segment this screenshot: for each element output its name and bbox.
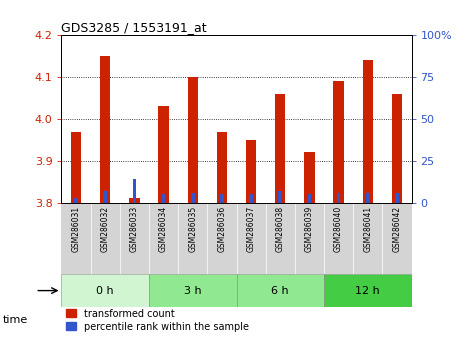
Bar [191, 193, 195, 202]
Text: GSM286037: GSM286037 [246, 206, 255, 252]
Text: GSM286040: GSM286040 [334, 206, 343, 252]
Text: 0 h: 0 h [96, 286, 114, 296]
Bar [129, 198, 140, 202]
Bar [162, 194, 166, 202]
Bar [324, 274, 412, 307]
Bar [71, 131, 81, 202]
Text: 12 h: 12 h [355, 286, 380, 296]
Bar [149, 274, 236, 307]
Text: time: time [2, 315, 27, 325]
Legend: transformed count, percentile rank within the sample: transformed count, percentile rank withi… [66, 309, 249, 331]
Text: GDS3285 / 1553191_at: GDS3285 / 1553191_at [61, 21, 207, 34]
Text: GSM286031: GSM286031 [71, 206, 80, 252]
Bar [363, 61, 373, 202]
Bar [246, 140, 256, 202]
Text: GSM286033: GSM286033 [130, 206, 139, 252]
Text: GSM286034: GSM286034 [159, 206, 168, 252]
Bar [392, 94, 402, 202]
Bar [61, 274, 149, 307]
Text: 6 h: 6 h [272, 286, 289, 296]
Bar [103, 191, 107, 202]
Bar [74, 198, 78, 202]
Bar [217, 131, 227, 202]
Bar [220, 194, 224, 202]
Bar [333, 81, 344, 202]
Bar [132, 179, 136, 202]
Bar [188, 77, 198, 202]
Text: GSM286035: GSM286035 [188, 206, 197, 252]
Text: GSM286038: GSM286038 [276, 206, 285, 252]
Bar [366, 193, 370, 202]
Text: 3 h: 3 h [184, 286, 201, 296]
Bar [275, 94, 285, 202]
Bar [304, 153, 315, 202]
Bar [236, 274, 324, 307]
Bar [307, 194, 311, 202]
Text: GSM286032: GSM286032 [101, 206, 110, 252]
Text: GSM286036: GSM286036 [218, 206, 227, 252]
Text: GSM286041: GSM286041 [363, 206, 372, 252]
Bar [100, 56, 110, 202]
Bar [158, 107, 169, 202]
Bar [249, 194, 253, 202]
Bar [395, 193, 399, 202]
Bar [278, 191, 282, 202]
Text: GSM286039: GSM286039 [305, 206, 314, 252]
Text: GSM286042: GSM286042 [393, 206, 402, 252]
Bar [337, 193, 341, 202]
